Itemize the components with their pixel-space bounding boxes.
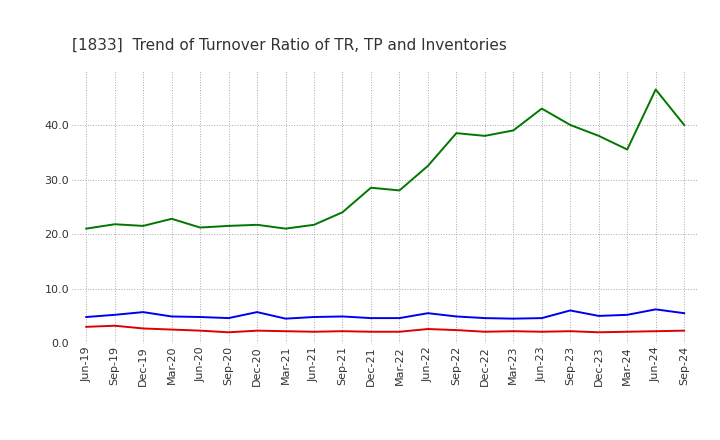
Inventories: [537, 106, 546, 111]
Trade Payables: [82, 314, 91, 319]
Inventories: [82, 226, 91, 231]
Inventories: [196, 225, 204, 230]
Trade Payables: [509, 316, 518, 321]
Trade Receivables: [423, 326, 432, 332]
Trade Payables: [225, 315, 233, 321]
Trade Payables: [395, 315, 404, 321]
Trade Receivables: [338, 329, 347, 334]
Trade Receivables: [623, 329, 631, 334]
Trade Receivables: [509, 329, 518, 334]
Inventories: [680, 122, 688, 128]
Trade Receivables: [282, 329, 290, 334]
Trade Payables: [480, 315, 489, 321]
Inventories: [452, 131, 461, 136]
Trade Receivables: [196, 328, 204, 333]
Trade Payables: [366, 315, 375, 321]
Inventories: [652, 87, 660, 92]
Trade Receivables: [480, 329, 489, 334]
Trade Receivables: [110, 323, 119, 328]
Trade Receivables: [366, 329, 375, 334]
Trade Receivables: [253, 328, 261, 333]
Inventories: [366, 185, 375, 191]
Trade Receivables: [139, 326, 148, 331]
Trade Payables: [310, 314, 318, 319]
Trade Payables: [110, 312, 119, 318]
Trade Payables: [253, 309, 261, 315]
Trade Payables: [680, 311, 688, 316]
Trade Payables: [452, 314, 461, 319]
Line: Trade Payables: Trade Payables: [86, 309, 684, 319]
Trade Payables: [652, 307, 660, 312]
Inventories: [225, 223, 233, 228]
Trade Payables: [623, 312, 631, 318]
Trade Receivables: [566, 329, 575, 334]
Trade Payables: [338, 314, 347, 319]
Trade Receivables: [537, 329, 546, 334]
Inventories: [423, 163, 432, 169]
Trade Receivables: [225, 330, 233, 335]
Trade Payables: [537, 315, 546, 321]
Inventories: [110, 222, 119, 227]
Inventories: [167, 216, 176, 221]
Inventories: [623, 147, 631, 152]
Inventories: [282, 226, 290, 231]
Trade Receivables: [680, 328, 688, 333]
Trade Payables: [139, 309, 148, 315]
Trade Receivables: [310, 329, 318, 334]
Line: Trade Receivables: Trade Receivables: [86, 326, 684, 332]
Inventories: [595, 133, 603, 139]
Trade Payables: [196, 314, 204, 319]
Trade Receivables: [167, 327, 176, 332]
Trade Payables: [423, 311, 432, 316]
Text: [1833]  Trend of Turnover Ratio of TR, TP and Inventories: [1833] Trend of Turnover Ratio of TR, TP…: [72, 38, 507, 53]
Inventories: [139, 223, 148, 228]
Inventories: [566, 122, 575, 128]
Inventories: [253, 222, 261, 227]
Line: Inventories: Inventories: [86, 89, 684, 229]
Trade Receivables: [595, 330, 603, 335]
Trade Payables: [167, 314, 176, 319]
Trade Payables: [282, 316, 290, 321]
Trade Receivables: [395, 329, 404, 334]
Trade Payables: [566, 308, 575, 313]
Trade Receivables: [82, 324, 91, 330]
Inventories: [509, 128, 518, 133]
Inventories: [480, 133, 489, 139]
Trade Receivables: [452, 327, 461, 333]
Inventories: [310, 222, 318, 227]
Inventories: [338, 209, 347, 215]
Trade Receivables: [652, 329, 660, 334]
Inventories: [395, 188, 404, 193]
Trade Payables: [595, 313, 603, 319]
